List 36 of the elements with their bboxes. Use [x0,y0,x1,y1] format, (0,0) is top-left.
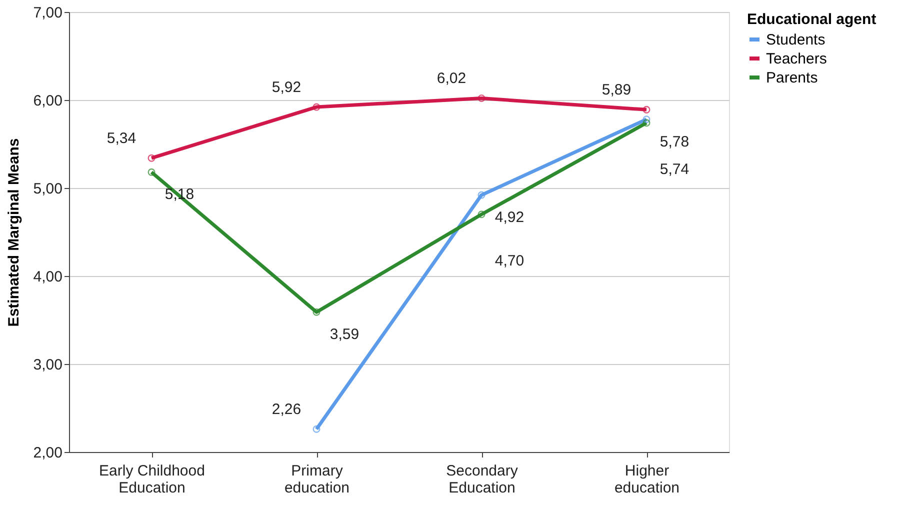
point [478,191,486,199]
legend-label: Teachers [766,50,827,68]
data-label: 5,89 [602,82,632,99]
point [312,308,320,316]
data-label: 3,59 [330,326,360,344]
y-tick-label: 4,00 [33,268,62,286]
x-tick-label: Early Childhood Education [99,462,205,496]
point [642,106,650,114]
point [312,103,320,111]
x-tick-label: Primary education [284,462,350,496]
point [478,210,486,218]
point [148,168,156,176]
x-tick-label: Secondary Education [446,462,518,496]
point [148,154,156,162]
point [642,119,650,127]
point [478,94,486,102]
y-tick-label: 7,00 [33,4,62,22]
data-label: 4,70 [494,252,524,270]
y-axis-title: Estimated Marginal Means [5,138,22,327]
legend-label: Students [766,32,826,48]
data-label: 5,92 [272,79,302,96]
y-tick-label: 5,00 [33,180,62,198]
data-label: 2,26 [272,401,302,418]
data-label: 5,78 [660,133,690,150]
y-tick-label: 3,00 [33,356,62,374]
legend-title: Educational agent [747,11,876,28]
data-label: 4,92 [494,209,524,226]
data-label: 5,34 [106,130,136,148]
x-tick-label: Higher education [614,462,680,496]
data-label: 5,74 [660,160,690,178]
y-tick-label: 2,00 [33,444,62,462]
point [312,425,320,433]
y-tick-label: 6,00 [33,92,62,110]
data-label: 6,02 [436,70,466,88]
point [642,116,650,124]
legend-label: Parents [766,70,818,86]
